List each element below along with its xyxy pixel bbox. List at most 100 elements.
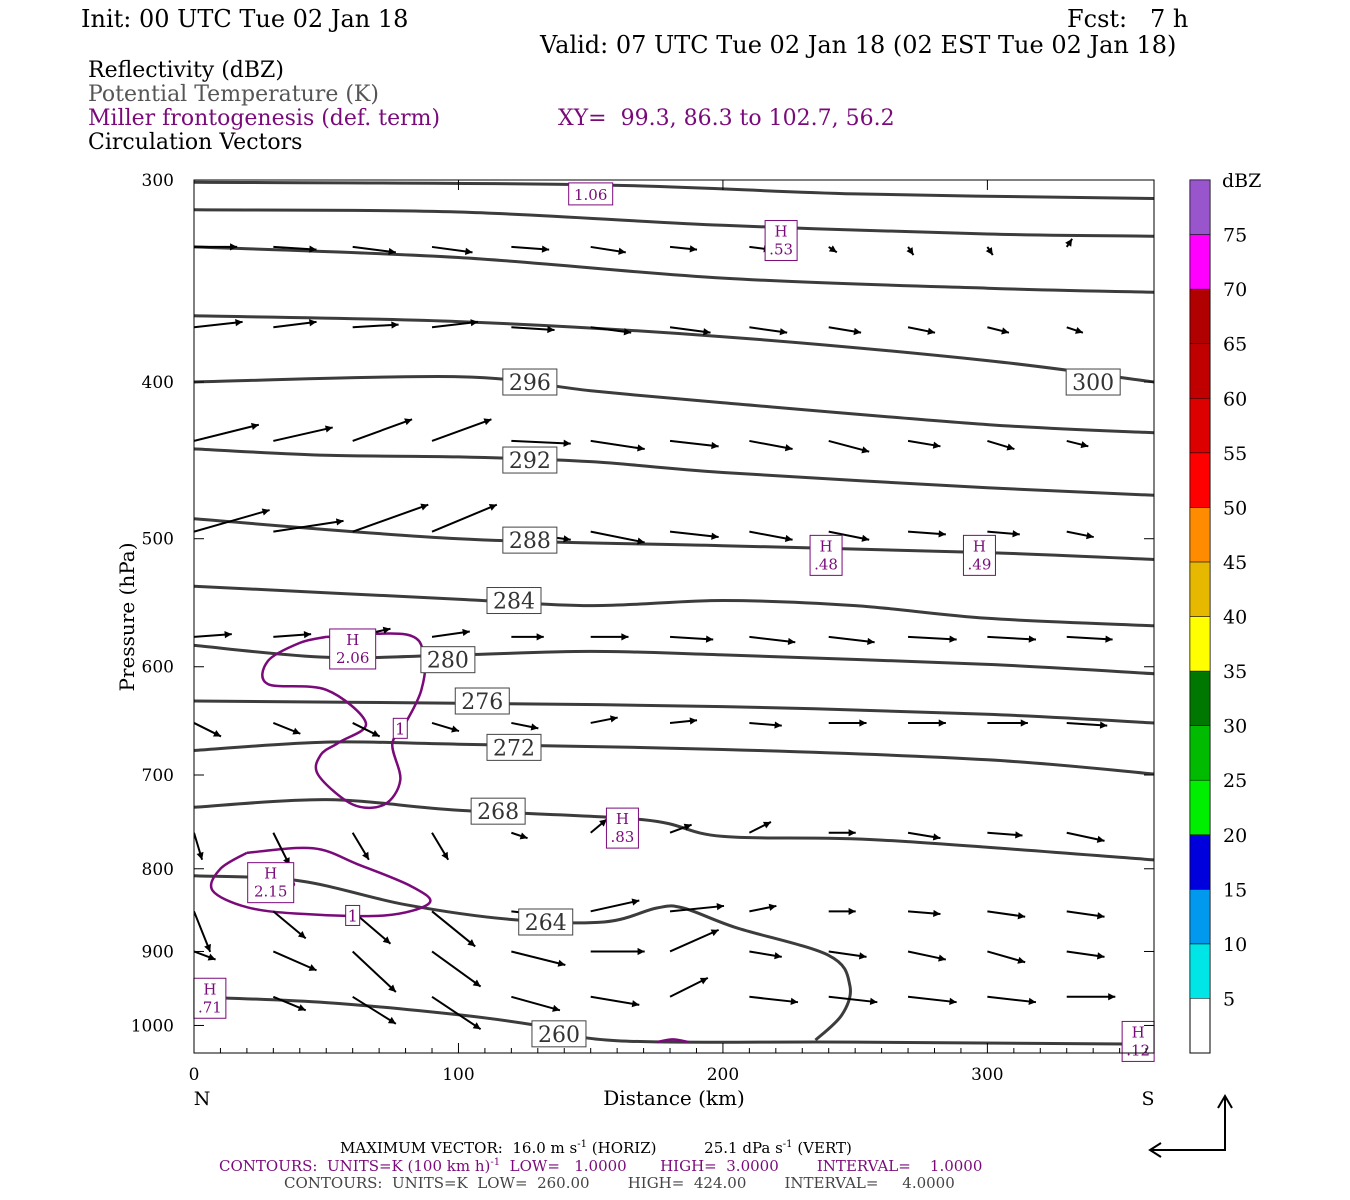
vector-head — [636, 537, 645, 545]
vector-head — [779, 328, 788, 336]
vector-head — [858, 952, 867, 960]
theta-label-box — [1065, 368, 1121, 396]
vector-head — [541, 245, 550, 253]
vector-head — [1006, 443, 1015, 451]
vector-head — [1015, 831, 1023, 839]
vector-head — [985, 247, 993, 256]
circulation-vector — [273, 519, 344, 533]
vector-head — [1105, 635, 1113, 643]
vector-head — [848, 829, 856, 837]
circulation-vector — [194, 423, 260, 442]
colorbar-swatch — [1189, 179, 1211, 235]
partial-contour-label: 1.06 — [574, 186, 607, 204]
circulation-vector — [431, 418, 492, 442]
x-tick-label: 100 — [442, 1065, 474, 1085]
vector-head — [609, 715, 618, 723]
vector-head — [382, 626, 391, 634]
maximum-marker: H — [1132, 1023, 1145, 1041]
theta-contour-288 — [194, 517, 1154, 561]
theta-label-box — [531, 1020, 587, 1048]
theta-contour-280 — [194, 643, 1154, 676]
vector-head — [787, 637, 796, 646]
vector-head — [1099, 721, 1108, 729]
theta-contour-label: 300 — [1072, 371, 1114, 396]
vector-head — [689, 717, 698, 725]
theta-contour-label: 268 — [477, 800, 519, 825]
legend-reflectivity: Reflectivity (dBZ) — [88, 58, 284, 83]
colorbar: 5 10 15 20 25 30 35 40 45 50 55 60 65 70 75 dBZ — [1189, 170, 1261, 1054]
circulation-vector — [669, 530, 719, 539]
vector-head — [251, 422, 259, 430]
circulation-vector — [511, 950, 566, 966]
vector-head — [530, 723, 539, 731]
theta-contour-260 — [194, 995, 1154, 1046]
colorbar-swatch — [1189, 398, 1211, 454]
vector-head — [261, 508, 270, 516]
x-end-label-south: S — [1141, 1088, 1154, 1110]
vector-head — [631, 1000, 640, 1008]
theta-label-box — [486, 587, 542, 615]
circulation-vector — [194, 320, 243, 329]
vector-head — [705, 635, 714, 643]
vector-head — [1096, 952, 1105, 960]
vector-head — [932, 441, 941, 449]
vector-head — [382, 936, 391, 944]
theta-contour-label: 264 — [525, 911, 567, 936]
circulation-vector — [511, 995, 561, 1012]
colorbar-swatch — [1189, 889, 1211, 945]
vector-head — [1020, 719, 1028, 727]
theta-contour-label: 272 — [493, 736, 535, 761]
vector-head — [1096, 912, 1105, 920]
colorbar-label: 5 — [1223, 988, 1235, 1010]
vector-head — [637, 947, 645, 956]
x-tick-label: 0 — [189, 1065, 200, 1085]
vector-head — [699, 977, 708, 985]
vector-head — [552, 1004, 560, 1012]
circulation-vector — [987, 635, 1037, 641]
vector-head — [859, 719, 867, 727]
vector-head — [618, 247, 626, 255]
vector-head — [710, 929, 719, 937]
footer-frontogenesis-contours: CONTOURS: UNITS=K (100 km h)-1 LOW= 1.00… — [219, 1157, 983, 1175]
maximum-value: .53 — [769, 241, 793, 259]
circulation-vector — [352, 245, 397, 254]
y-tick-label: 400 — [142, 373, 174, 393]
vector-head — [297, 930, 306, 939]
circulation-vector — [431, 320, 479, 329]
vector-head — [683, 823, 692, 831]
theta-contour-label: 260 — [538, 1023, 580, 1048]
y-tick-label: 300 — [142, 171, 174, 191]
vector-head — [828, 245, 837, 253]
vector-head — [1012, 530, 1020, 538]
colorbar-label: 70 — [1223, 279, 1247, 301]
vector-head — [303, 631, 312, 639]
theta-contour-292 — [194, 447, 1154, 497]
maximum-value: .49 — [968, 555, 992, 573]
vector-head — [599, 819, 607, 827]
vector-head — [949, 997, 957, 1006]
vector-head — [1096, 835, 1105, 843]
vector-head — [196, 851, 204, 860]
circulation-vector — [669, 904, 725, 913]
theta-label-box — [454, 687, 510, 715]
vector-head — [420, 503, 429, 511]
frontogenesis-contour — [656, 1038, 689, 1044]
vector-head — [297, 1004, 306, 1011]
circulation-vector — [431, 503, 498, 533]
vector-head — [488, 504, 497, 511]
vector-head — [938, 530, 946, 538]
maximum-marker: H — [264, 865, 277, 883]
vector-head — [547, 325, 555, 334]
colorbar-label: 35 — [1223, 661, 1247, 683]
x-tick-label: 300 — [971, 1065, 1003, 1085]
vector-head — [324, 425, 333, 433]
circulation-vector — [194, 509, 270, 533]
vector-head — [470, 319, 478, 327]
vector-head — [292, 727, 301, 735]
vector-head — [689, 245, 698, 253]
vector-head — [309, 245, 317, 253]
vector-head — [207, 953, 216, 961]
axes: 300 400 500 600 700 800 900 1000 0 100 200 300 — [131, 171, 1154, 1085]
legend-circulation-vectors: Circulation Vectors — [88, 130, 303, 155]
